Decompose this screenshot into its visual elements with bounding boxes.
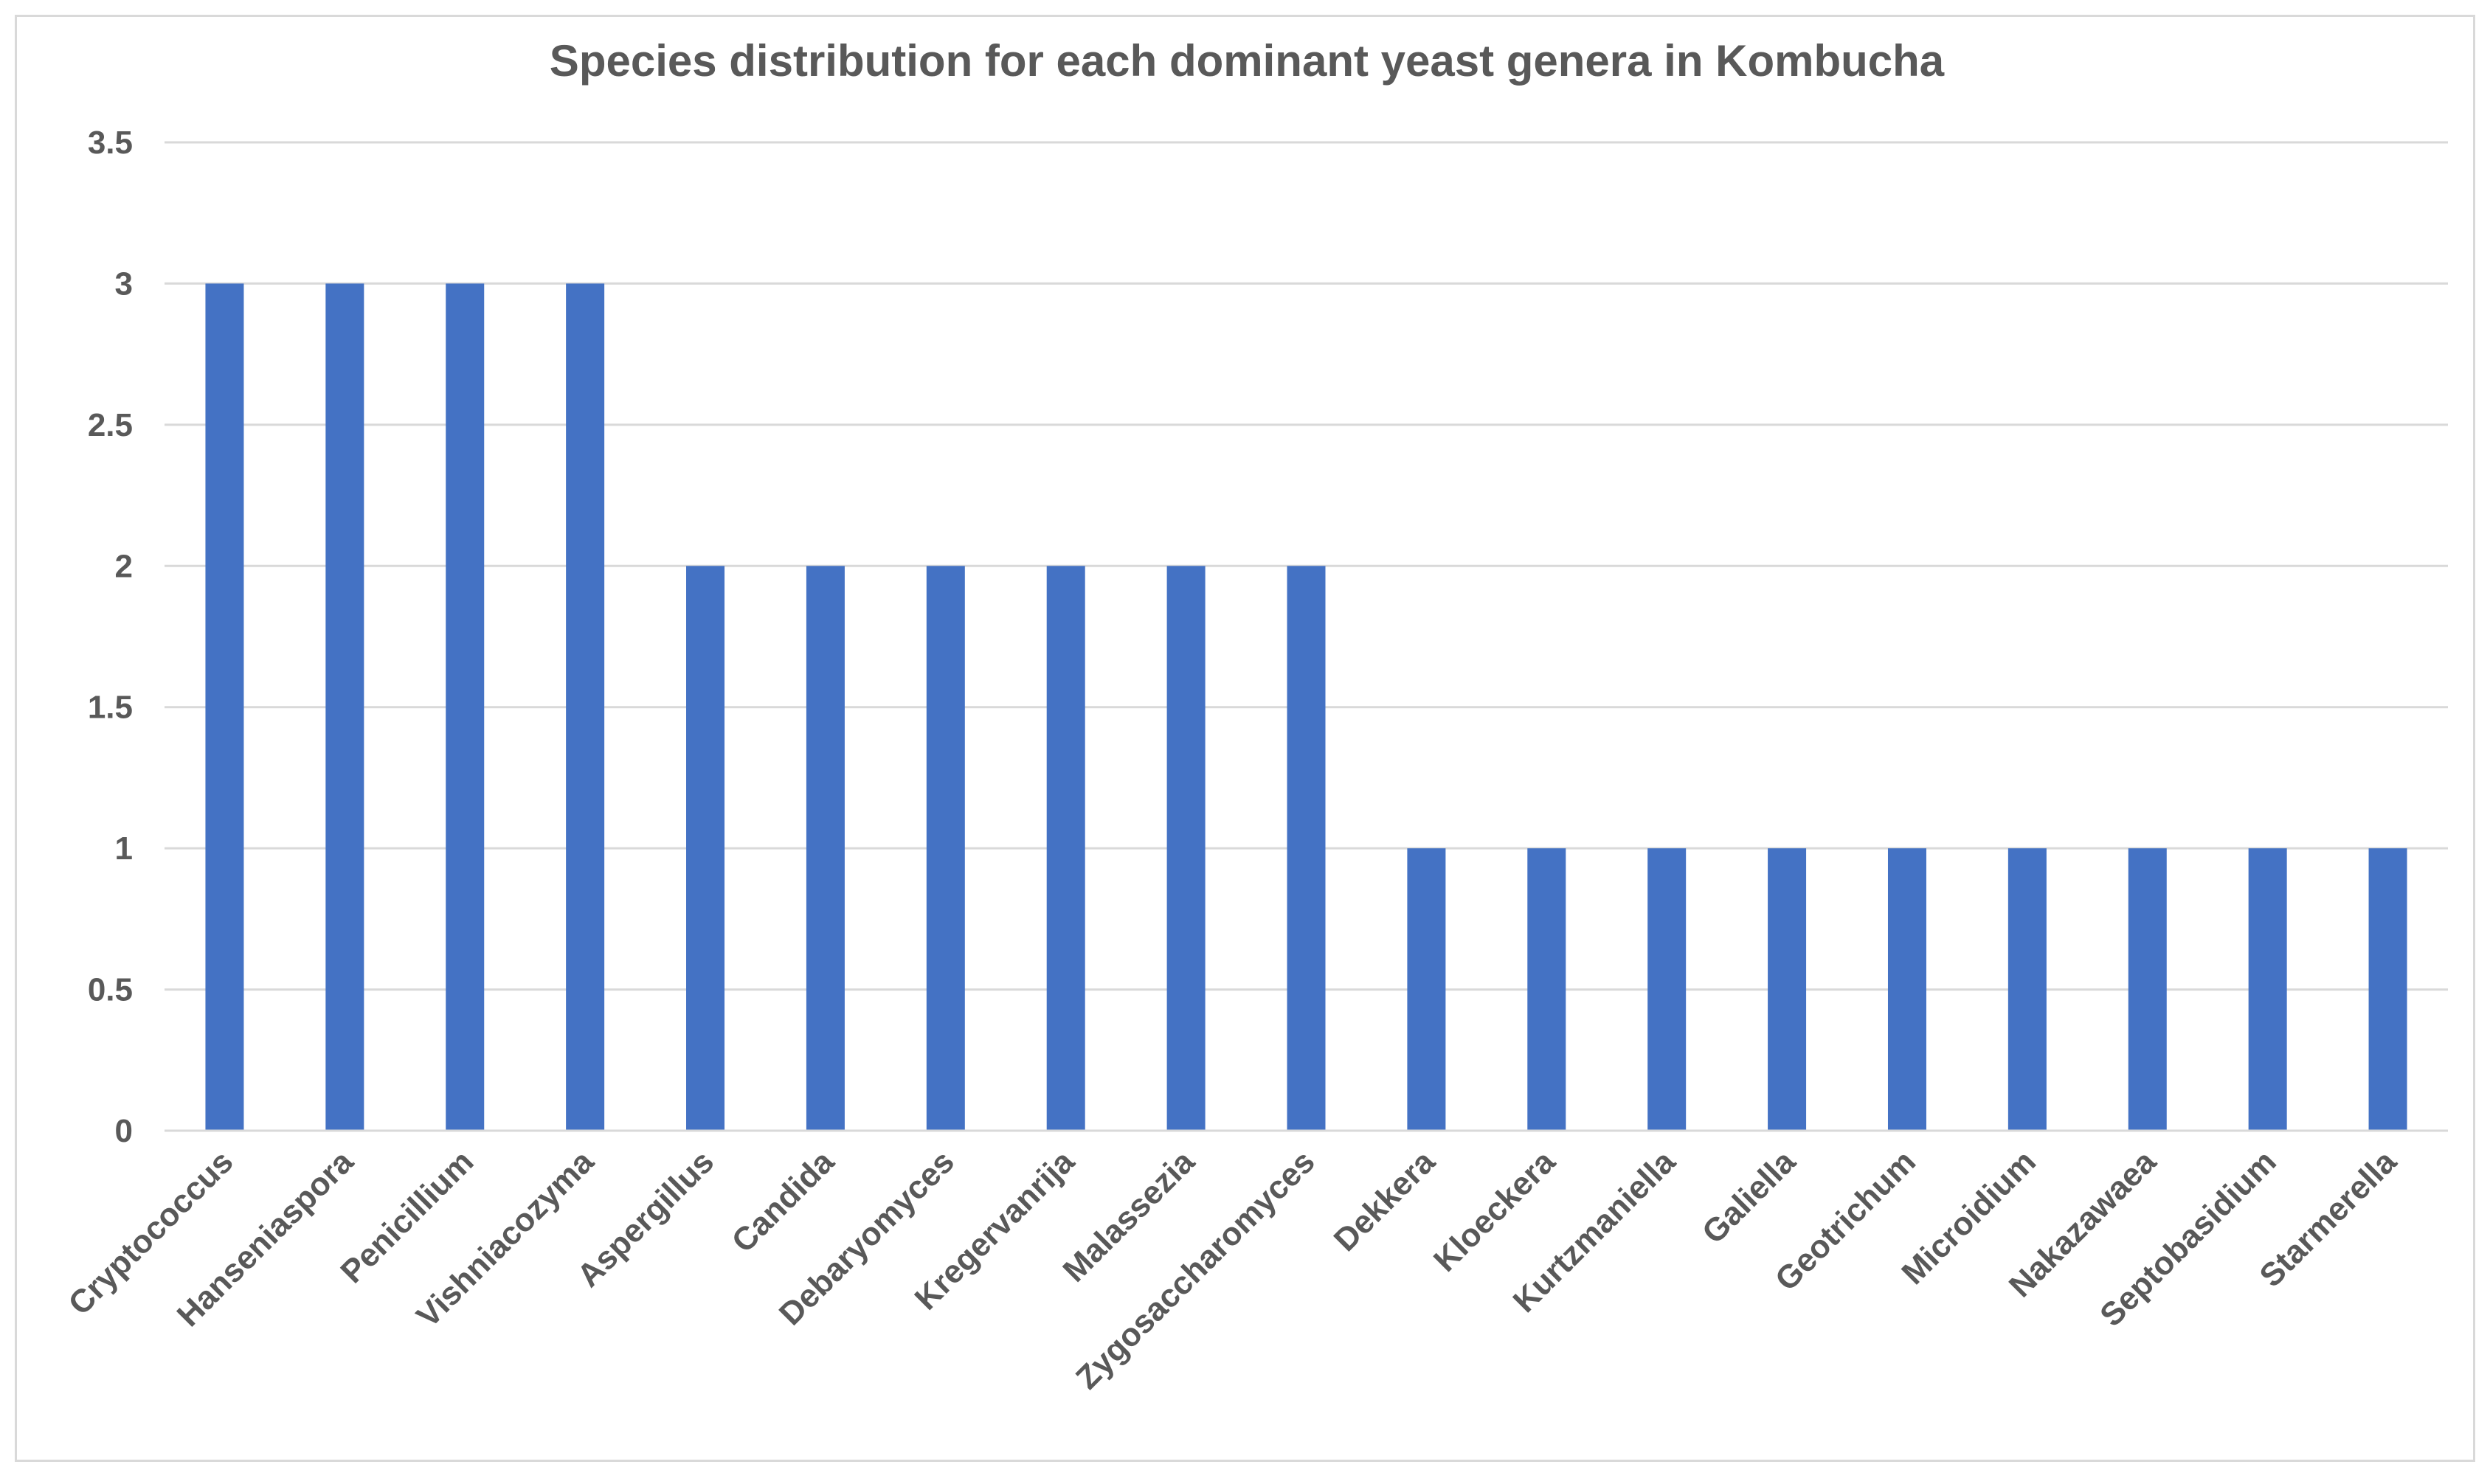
bar-microidium	[2007, 848, 2047, 1131]
y-tick-label: 0	[115, 1113, 133, 1149]
x-axis-ticks: CryptococcusHanseniasporaPenicilliumVish…	[61, 1143, 2404, 1396]
bar-zygosaccharomyces	[1287, 566, 1326, 1131]
bar-malassezia	[1166, 566, 1206, 1131]
y-tick-label: 2.5	[88, 407, 133, 443]
chart-frame: Species distribution for each dominant y…	[15, 15, 2475, 1462]
y-tick-label: 0.5	[88, 972, 133, 1008]
y-axis-ticks: 0 0.5 1 1.5 2 2.5 3 3.5	[88, 125, 133, 1149]
bar-vishniacozyma	[566, 283, 605, 1131]
x-tick-label: Dekkera	[1327, 1143, 1442, 1258]
y-tick-label: 3	[115, 266, 133, 302]
bar-kurtzmaniella	[1647, 848, 1687, 1131]
bar-cryptococcus	[205, 283, 244, 1131]
x-tick-label: Galiella	[1695, 1143, 1803, 1251]
y-tick-label: 1	[115, 831, 133, 867]
bars	[205, 283, 2407, 1131]
bar-hanseniaspora	[325, 283, 364, 1131]
y-tick-label: 2	[115, 548, 133, 584]
bar-starmerella	[2368, 848, 2407, 1131]
bar-chart: Species distribution for each dominant y…	[61, 36, 2448, 1396]
bar-debaryomyces	[926, 566, 965, 1131]
bar-nakazawaea	[2128, 848, 2167, 1131]
chart-title: Species distribution for each dominant y…	[550, 36, 1945, 86]
bar-candida	[806, 566, 845, 1131]
y-tick-label: 3.5	[88, 125, 133, 161]
x-tick-label: Zygosaccharomyces	[1069, 1143, 1321, 1395]
x-tick-label: Candida	[725, 1143, 842, 1260]
bar-galiella	[1768, 848, 1807, 1131]
y-tick-label: 1.5	[88, 690, 133, 726]
bar-dekkera	[1407, 848, 1446, 1131]
bar-aspergillus	[686, 566, 725, 1131]
bar-kloeckera	[1527, 848, 1566, 1131]
bar-septobasidium	[2248, 848, 2287, 1131]
bar-kregervanrija	[1046, 566, 1085, 1131]
bar-geotrichum	[1887, 848, 1926, 1131]
bar-penicillium	[446, 283, 485, 1131]
